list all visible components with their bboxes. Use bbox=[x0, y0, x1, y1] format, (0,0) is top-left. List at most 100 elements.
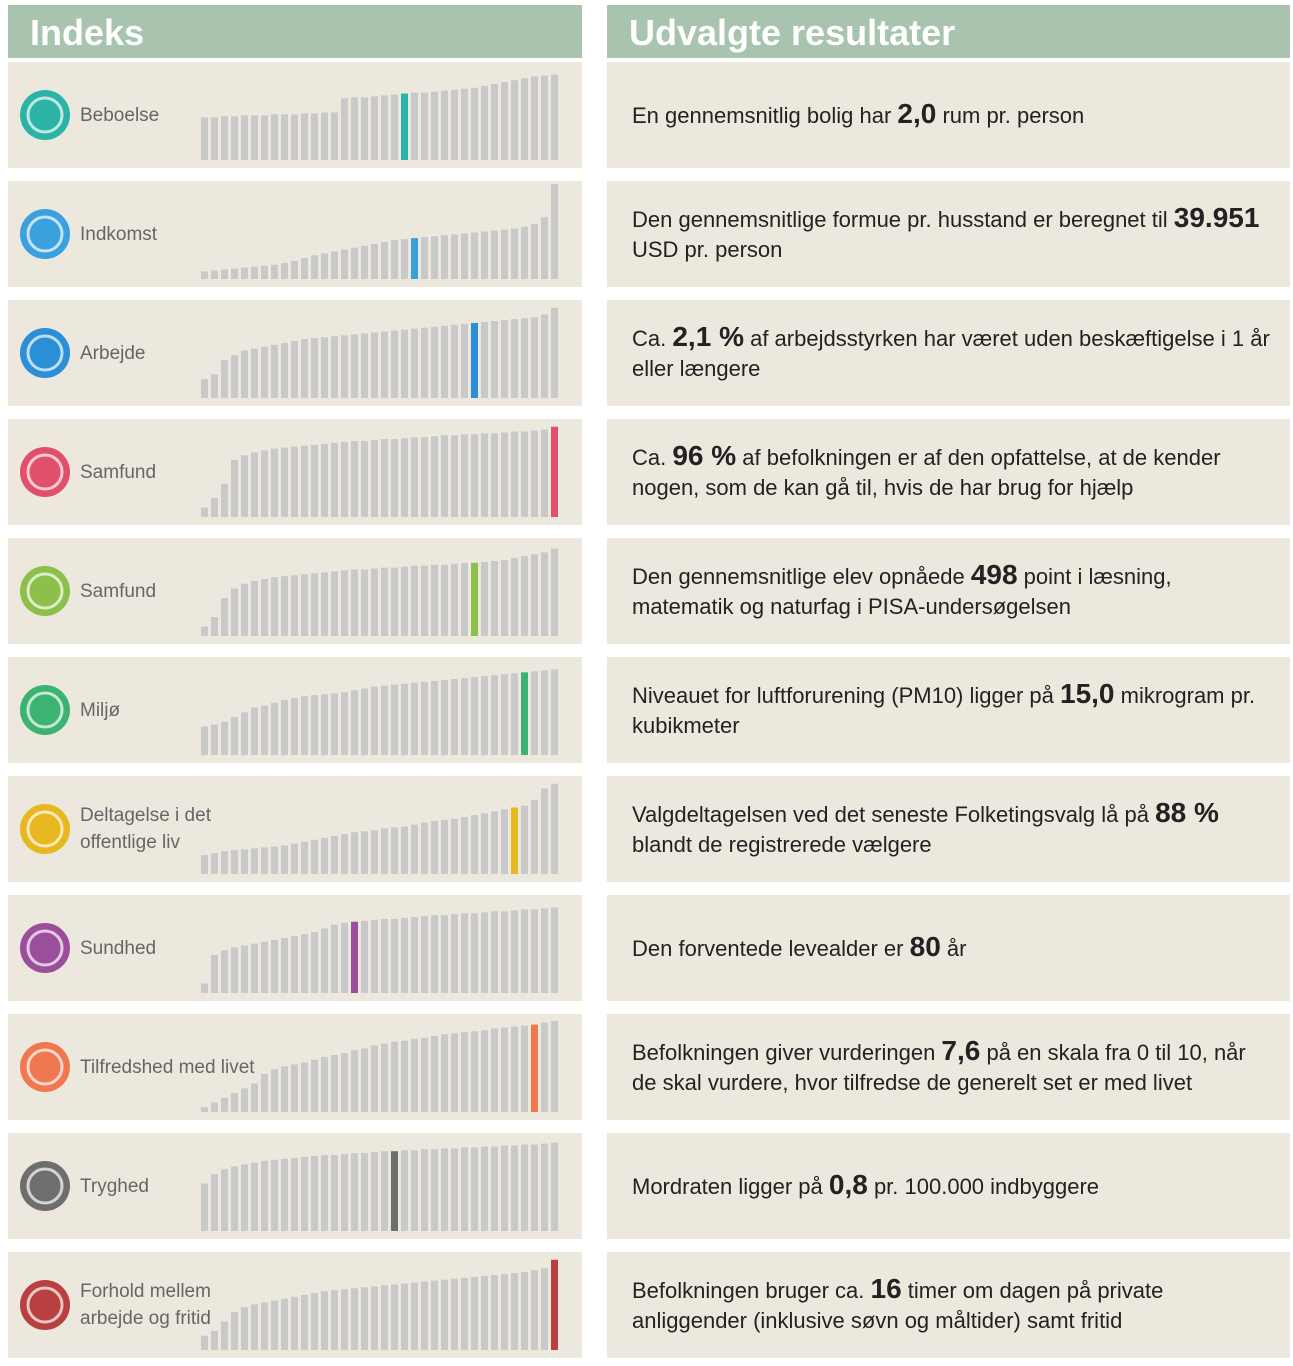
result-panel: En gennemsnitlig bolig har 2,0 rum pr. p… bbox=[607, 62, 1290, 168]
bar bbox=[411, 238, 418, 279]
bar bbox=[481, 912, 488, 993]
bar bbox=[331, 924, 338, 993]
bar bbox=[521, 1272, 528, 1350]
bar bbox=[521, 318, 528, 398]
bar bbox=[511, 558, 518, 636]
bar bbox=[501, 1027, 508, 1112]
bar bbox=[451, 324, 458, 398]
bar bbox=[481, 561, 488, 636]
bar bbox=[411, 682, 418, 755]
bar bbox=[531, 317, 538, 398]
index-panel: Indkomst bbox=[8, 181, 582, 287]
bar bbox=[551, 1259, 558, 1350]
bar bbox=[281, 576, 288, 636]
bar bbox=[211, 617, 218, 636]
bar bbox=[411, 437, 418, 517]
bar bbox=[221, 116, 228, 160]
bar bbox=[461, 562, 468, 636]
bar bbox=[411, 328, 418, 398]
result-after: blandt de registrerede vælgere bbox=[632, 832, 932, 857]
bar bbox=[431, 326, 438, 398]
bar bbox=[281, 1066, 288, 1112]
bar bbox=[351, 247, 358, 279]
bar bbox=[261, 115, 268, 160]
index-panel: Arbejde bbox=[8, 300, 582, 406]
bar bbox=[381, 1151, 388, 1231]
bar bbox=[271, 702, 278, 755]
bar bbox=[501, 229, 508, 279]
bar bbox=[531, 554, 538, 636]
bar bbox=[201, 117, 208, 160]
bar bbox=[391, 330, 398, 398]
bar bbox=[241, 712, 248, 755]
bar bbox=[361, 1153, 368, 1231]
bar bbox=[301, 1156, 308, 1231]
bar bbox=[401, 1040, 408, 1112]
result-panel: Mordraten ligger på 0,8 pr. 100.000 indb… bbox=[607, 1133, 1290, 1239]
result-text: Ca. 96 % af befolkningen er af den opfat… bbox=[632, 441, 1272, 503]
bar bbox=[231, 588, 238, 636]
result-text: Befolkningen bruger ca. 16 timer om dage… bbox=[632, 1274, 1272, 1336]
bar bbox=[391, 1284, 398, 1350]
bar bbox=[391, 439, 398, 517]
index-label: Tilfredshed med livet bbox=[80, 1054, 255, 1081]
bar bbox=[401, 93, 408, 160]
bar bbox=[521, 805, 528, 874]
bar bbox=[541, 75, 548, 160]
bar bbox=[281, 342, 288, 398]
bar bbox=[391, 240, 398, 279]
bar bbox=[321, 1155, 328, 1231]
bar bbox=[451, 1148, 458, 1231]
label-line: Arbejde bbox=[80, 342, 146, 364]
bar bbox=[351, 334, 358, 398]
result-after: år bbox=[940, 936, 967, 961]
bar bbox=[551, 907, 558, 993]
bar bbox=[451, 89, 458, 160]
bar bbox=[431, 915, 438, 993]
bar bbox=[251, 580, 258, 636]
bar bbox=[501, 1274, 508, 1350]
result-panel: Befolkningen bruger ca. 16 timer om dage… bbox=[607, 1252, 1290, 1358]
bar bbox=[221, 269, 228, 279]
bar bbox=[321, 112, 328, 160]
bar bbox=[341, 1053, 348, 1112]
bar bbox=[341, 922, 348, 993]
icon-inner bbox=[26, 215, 64, 253]
bar bbox=[241, 849, 248, 874]
bar bbox=[291, 341, 298, 398]
bar bbox=[251, 707, 258, 755]
bar bbox=[441, 1034, 448, 1112]
bar bbox=[551, 1020, 558, 1112]
index-graphic bbox=[20, 669, 558, 755]
bar bbox=[401, 826, 408, 874]
bar bbox=[261, 1160, 268, 1231]
bar bbox=[211, 1174, 218, 1231]
result-text: Mordraten ligger på 0,8 pr. 100.000 indb… bbox=[632, 1170, 1272, 1202]
icon-inner bbox=[26, 1048, 64, 1086]
bar bbox=[251, 348, 258, 398]
label-line: Samfund bbox=[80, 461, 157, 483]
result-number: 7,6 bbox=[941, 1035, 981, 1066]
bar bbox=[491, 1028, 498, 1112]
bar bbox=[471, 913, 478, 993]
index-graphic bbox=[20, 1020, 558, 1112]
bar bbox=[451, 563, 458, 636]
bar bbox=[491, 675, 498, 755]
result-number: 39.951 bbox=[1173, 202, 1260, 233]
bar bbox=[381, 918, 388, 993]
bar bbox=[411, 565, 418, 636]
bar bbox=[461, 913, 468, 993]
bar bbox=[231, 460, 238, 517]
label-line: Tryghed bbox=[80, 1175, 149, 1197]
bar bbox=[221, 1169, 228, 1231]
bar bbox=[241, 1307, 248, 1350]
result-before: En gennemsnitlig bolig har bbox=[632, 103, 898, 128]
result-after: på en skala fra 0 til 10, når de skal vu… bbox=[632, 1040, 1246, 1095]
bar bbox=[311, 932, 318, 993]
bar bbox=[271, 1300, 278, 1350]
bar bbox=[261, 450, 268, 517]
bar bbox=[531, 1270, 538, 1350]
bar bbox=[311, 839, 318, 874]
bar bbox=[271, 114, 278, 160]
bar bbox=[441, 679, 448, 755]
